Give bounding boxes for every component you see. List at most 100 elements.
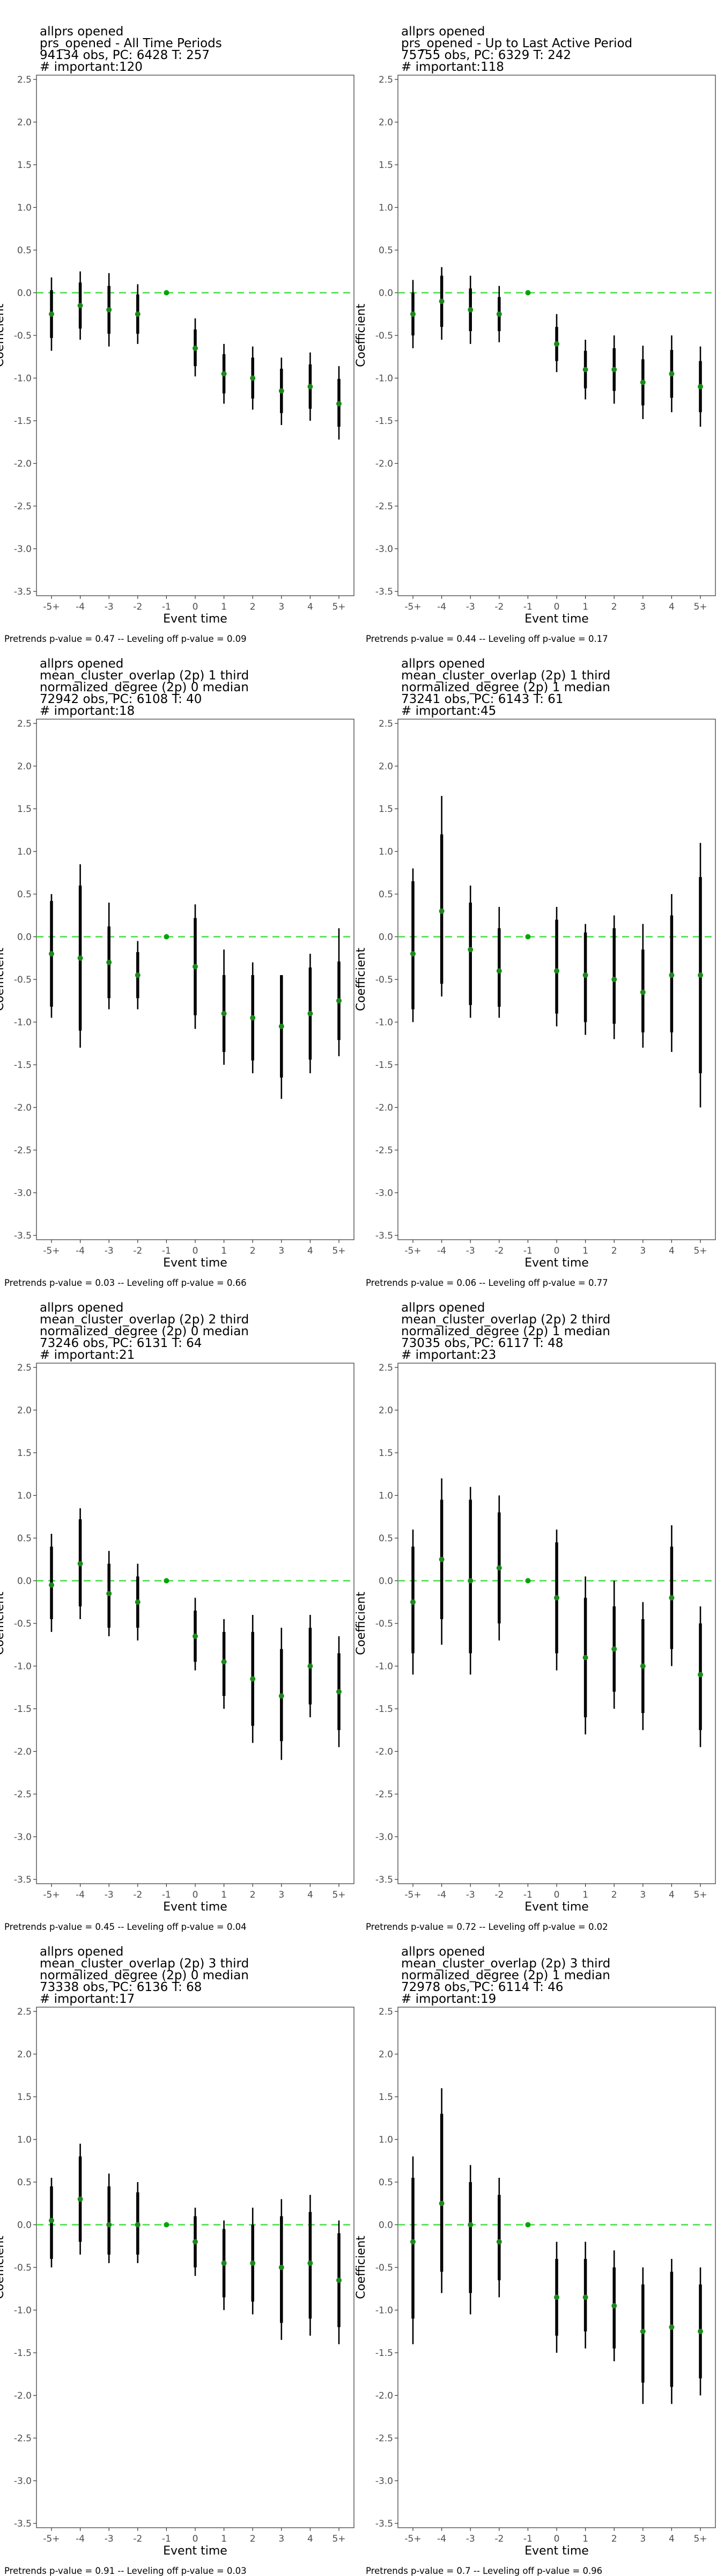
y-tick-label: 2.5 <box>17 2007 32 2017</box>
chart-title-line: # important:120 <box>40 60 143 74</box>
x-tick-label: 0 <box>554 2534 560 2544</box>
chart-title-line: mean_cluster_overlap (2p) 1 third <box>40 669 249 683</box>
coefficient-point <box>640 1663 646 1669</box>
x-tick-label: 0 <box>554 1246 560 1256</box>
coefficient-point <box>611 367 617 372</box>
chart-title-line: mean_cluster_overlap (2p) 2 third <box>401 1313 610 1327</box>
y-tick-label: -1.0 <box>375 374 393 384</box>
x-tick-label: -2 <box>494 2534 504 2544</box>
x-tick-label: 4 <box>669 1246 675 1256</box>
reference-period-point <box>525 2222 531 2228</box>
coefficient-point <box>250 1015 256 1021</box>
coefficient-point <box>135 2222 141 2228</box>
x-tick-label: -5+ <box>43 1890 60 1900</box>
coefficient-point <box>193 345 198 351</box>
y-tick-label: 2.0 <box>379 118 393 128</box>
coefficient-point <box>496 968 502 974</box>
chart-title-line: normalized_degree (2p) 1 median <box>401 680 610 694</box>
y-tick-label: -1.0 <box>375 1662 393 1672</box>
coefficient-point <box>698 1672 703 1678</box>
x-tick-label: 5+ <box>332 1246 345 1256</box>
coefficient-point <box>439 298 445 304</box>
coefficient-point <box>49 311 54 317</box>
y-tick-label: 0.0 <box>17 2220 32 2231</box>
x-tick-label: 4 <box>307 602 313 612</box>
x-tick-label: 5+ <box>693 602 707 612</box>
y-tick-label: -2.5 <box>14 501 32 512</box>
coefficient-point <box>698 972 703 978</box>
y-tick-label: 2.0 <box>17 2050 32 2060</box>
reference-period-point <box>525 934 531 940</box>
y-tick-label: 1.0 <box>379 847 393 858</box>
chart-title-line: 73035 obs, PC: 6117 T: 48 <box>401 1336 563 1350</box>
y-tick-label: -1.5 <box>14 1704 32 1715</box>
y-tick-label: 1.5 <box>379 1448 393 1459</box>
p-value-caption: Pretrends p-value = 0.91 -- Leveling off… <box>4 2566 247 2576</box>
x-tick-label: 2 <box>611 2534 617 2544</box>
coefficient-point <box>135 1599 141 1605</box>
x-tick-label: 1 <box>221 2534 227 2544</box>
y-tick-label: -2.5 <box>375 1789 393 1800</box>
x-tick-label: 4 <box>307 2534 313 2544</box>
y-tick-label: -3.0 <box>14 1188 32 1199</box>
y-tick-label: 1.0 <box>379 203 393 214</box>
y-tick-label: 1.0 <box>17 1491 32 1502</box>
x-tick-label: 2 <box>611 602 617 612</box>
x-tick-label: 0 <box>554 1890 560 1900</box>
y-tick-label: -1.5 <box>14 1060 32 1071</box>
p-value-caption: Pretrends p-value = 0.06 -- Leveling off… <box>366 1278 608 1288</box>
x-tick-label: 1 <box>221 602 227 612</box>
x-tick-label: 1 <box>221 1890 227 1900</box>
chart-title-line: normalized_degree (2p) 0 median <box>40 1968 249 1982</box>
coefficient-point <box>640 379 646 385</box>
x-tick-label: -1 <box>523 1890 533 1900</box>
coefficient-point <box>135 311 141 317</box>
y-tick-label: -0.5 <box>14 331 32 341</box>
chart-title-line: allprs opened <box>40 1301 123 1315</box>
y-tick-label: -1.0 <box>14 374 32 384</box>
y-tick-label: -2.5 <box>375 2433 393 2444</box>
coefficient-point <box>336 401 342 407</box>
y-tick-label: -2.0 <box>14 1747 32 1758</box>
chart-title-line: # important:23 <box>401 1348 496 1362</box>
y-tick-label: -2.5 <box>14 1145 32 1156</box>
y-tick-label: -2.0 <box>14 1103 32 1114</box>
coefficient-point <box>640 2329 646 2334</box>
x-tick-label: 2 <box>611 1246 617 1256</box>
y-tick-label: -1.5 <box>375 2348 393 2359</box>
x-tick-label: 0 <box>554 602 560 612</box>
x-tick-label: -5+ <box>404 1890 421 1900</box>
y-tick-label: 2.5 <box>379 75 393 85</box>
coefficient-point <box>611 2303 617 2309</box>
x-tick-label: 2 <box>611 1890 617 1900</box>
x-tick-label: -4 <box>437 1246 446 1256</box>
x-tick-label: -1 <box>523 1246 533 1256</box>
chart-title-line: 73241 obs, PC: 6143 T: 61 <box>401 692 563 706</box>
coefficient-point <box>106 960 112 965</box>
y-axis-title: Coefficient <box>354 1592 368 1655</box>
x-tick-label: 3 <box>278 2534 284 2544</box>
reference-period-point <box>525 1578 531 1584</box>
y-tick-label: -3.0 <box>14 1832 32 1843</box>
x-axis-title: Event time <box>524 2544 589 2558</box>
coefficient-point <box>77 955 83 961</box>
y-tick-label: 0.0 <box>17 1576 32 1587</box>
y-tick-label: -3.0 <box>375 1188 393 1199</box>
chart-title-line: 75755 obs, PC: 6329 T: 242 <box>401 48 571 62</box>
y-tick-label: -3.0 <box>14 544 32 555</box>
x-tick-label: 1 <box>582 602 588 612</box>
y-tick-label: 0.0 <box>17 288 32 299</box>
y-tick-label: -3.0 <box>375 1832 393 1843</box>
chart-title-line: mean_cluster_overlap (2p) 2 third <box>40 1313 249 1327</box>
coefficient-point <box>698 384 703 390</box>
x-tick-label: -4 <box>76 602 85 612</box>
x-axis-title: Event time <box>163 1256 227 1270</box>
x-tick-label: -2 <box>494 1890 504 1900</box>
y-axis-title: Coefficient <box>0 304 6 367</box>
coefficient-point <box>439 908 445 914</box>
x-tick-label: -2 <box>133 602 142 612</box>
y-tick-label: 2.0 <box>17 1406 32 1416</box>
